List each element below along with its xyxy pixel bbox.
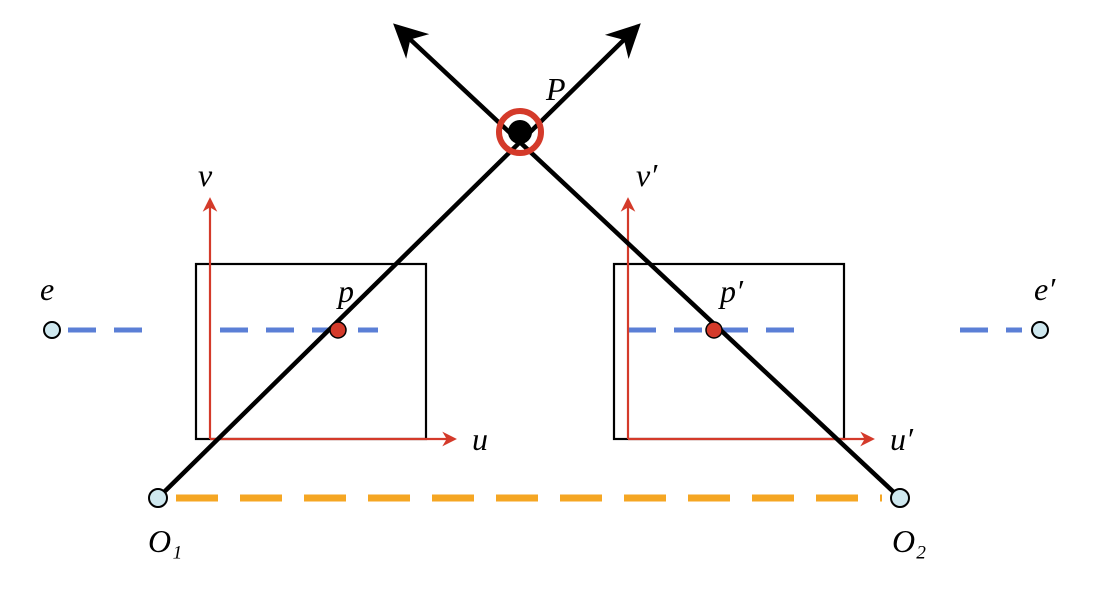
label-v-prime: v′ — [636, 157, 658, 193]
label-o2: O₂ — [892, 523, 926, 559]
camera-center-o1 — [149, 489, 167, 507]
camera-center-o2 — [891, 489, 909, 507]
epipole-e-prime — [1032, 322, 1048, 338]
point-p — [330, 322, 346, 338]
label-v: v — [198, 157, 213, 193]
point-p-prime — [706, 322, 722, 338]
point-P — [499, 111, 541, 153]
stereo-epipolar-diagram: P p p′ v u v′ u′ e e′ O₁ O₂ — [0, 0, 1108, 612]
label-p: p — [336, 273, 354, 309]
label-u: u — [472, 421, 488, 457]
label-u-prime: u′ — [890, 421, 914, 457]
label-o1: O₁ — [148, 523, 182, 559]
label-P: P — [545, 71, 566, 107]
epipole-e — [44, 322, 60, 338]
image-plane-left — [196, 264, 426, 439]
label-e-prime: e′ — [1034, 271, 1056, 307]
label-e: e — [40, 271, 54, 307]
label-p-prime: p′ — [718, 273, 744, 309]
